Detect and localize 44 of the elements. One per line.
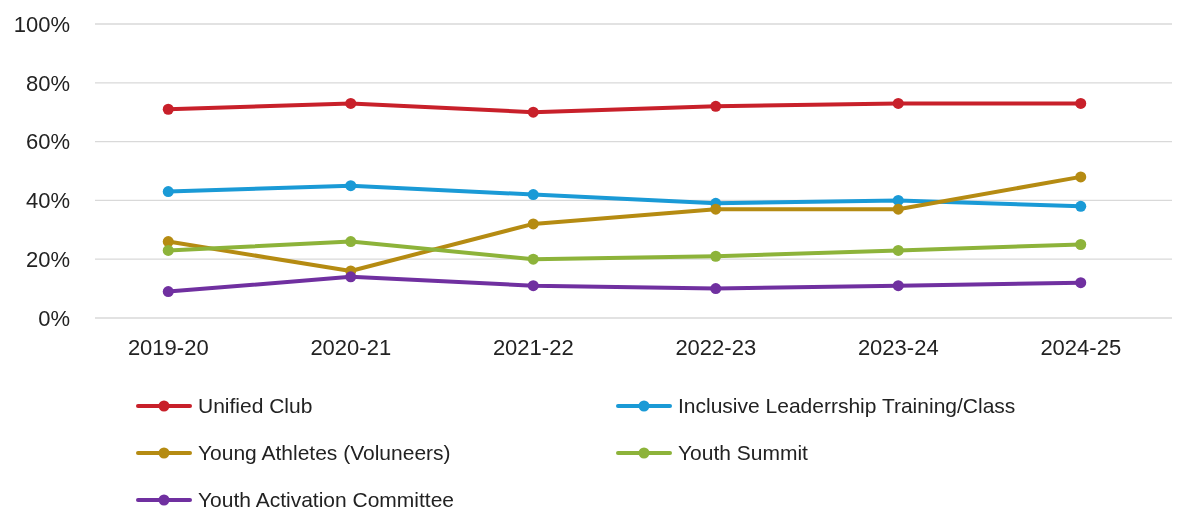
point xyxy=(527,253,539,265)
point xyxy=(162,186,174,198)
point xyxy=(527,189,539,201)
legend-label: Young Athletes (Voluneers) xyxy=(198,441,451,465)
point xyxy=(892,280,904,292)
y-tick-label: 0% xyxy=(38,305,70,331)
y-tick-label: 60% xyxy=(25,129,70,155)
point xyxy=(1075,200,1087,212)
point xyxy=(892,203,904,215)
point xyxy=(527,106,539,118)
point xyxy=(710,100,722,112)
y-tick-label: 20% xyxy=(25,246,70,272)
point xyxy=(892,194,904,206)
point xyxy=(527,218,539,230)
legend-label: Unified Club xyxy=(198,394,313,418)
x-tick-label: 2023-24 xyxy=(857,335,939,360)
x-tick-label: 2024-25 xyxy=(1040,335,1122,360)
legend-label: Inclusive Leaderrship Training/Class xyxy=(678,394,1016,418)
point xyxy=(710,203,722,215)
point xyxy=(892,244,904,256)
point xyxy=(527,280,539,292)
y-tick-label: 80% xyxy=(25,70,70,96)
point xyxy=(710,250,722,262)
point xyxy=(1075,277,1087,289)
y-tick-label: 40% xyxy=(25,188,70,214)
legend-label: Youth Summit xyxy=(678,441,809,465)
point xyxy=(162,286,174,298)
x-tick-label: 2019-20 xyxy=(127,335,209,360)
point xyxy=(710,283,722,295)
point xyxy=(345,180,357,192)
point xyxy=(892,97,904,109)
point xyxy=(162,244,174,256)
x-tick-label: 2020-21 xyxy=(310,335,392,360)
legend-label: Youth Activation Committee xyxy=(198,488,455,512)
point xyxy=(345,271,357,283)
point xyxy=(345,97,357,109)
point xyxy=(1075,97,1087,109)
y-tick-label: 100% xyxy=(13,11,70,37)
point xyxy=(1075,171,1087,183)
x-tick-label: 2022-23 xyxy=(675,335,757,360)
point xyxy=(345,236,357,248)
x-tick-label: 2021-22 xyxy=(492,335,574,360)
point xyxy=(1075,239,1087,250)
point xyxy=(162,103,174,115)
